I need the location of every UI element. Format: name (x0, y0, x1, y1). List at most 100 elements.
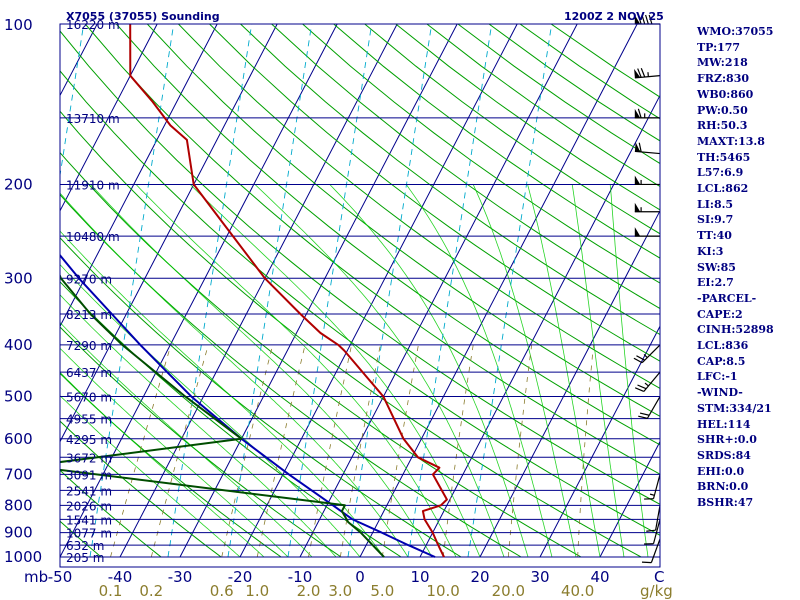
temperature-tick-label: -50 (48, 568, 73, 586)
wind-barb-shaft (641, 344, 661, 364)
height-label: 632 m (66, 539, 104, 553)
pressure-unit-label: mb (24, 568, 48, 586)
temperature-tick-label: 10 (410, 568, 429, 586)
index-line: PW:0.50 (697, 103, 748, 117)
pressure-tick-label: 200 (4, 175, 33, 193)
wind-barb (644, 519, 661, 545)
mixing-ratio-label: 2.0 (297, 582, 321, 600)
index-line: SW:85 (697, 260, 736, 274)
temperature-tick-label: 40 (590, 568, 609, 586)
stability-index-panel: WMO:37055 TP:177 MW:218 FRZ:830 WB0:860 PW:0.… (697, 24, 800, 511)
wind-barb-pennant (634, 227, 641, 237)
height-label: 5670 m (66, 391, 112, 405)
index-line: SI:9.7 (697, 213, 734, 227)
pressure-tick-label: 100 (4, 16, 33, 34)
pressure-tick-label: 900 (4, 524, 33, 542)
wind-barb (644, 474, 661, 500)
wind-barb-flag (636, 355, 646, 361)
wind-barb (634, 371, 661, 393)
index-line: BSHR:47 (697, 496, 754, 510)
mixing-ratio-label: 0.1 (99, 582, 123, 600)
wind-barb-flag (639, 412, 650, 416)
wind-barb-flag (634, 387, 645, 393)
temperature-profile (129, 24, 448, 558)
mixing-ratio-label: 40.0 (561, 582, 594, 600)
temperature-tick-label: -30 (168, 568, 193, 586)
isotherm-line (599, 440, 660, 558)
index-line: RH:50.3 (697, 119, 748, 133)
isotherm-line (60, 24, 278, 443)
pressure-tick-label: 500 (4, 388, 33, 406)
index-line: HEL:114 (697, 417, 751, 431)
mixing-ratio-label: 10.0 (426, 582, 459, 600)
wind-barb-flag (638, 142, 642, 153)
index-line: CAPE:2 (697, 307, 743, 321)
wind-barb-flag (646, 529, 656, 532)
wind-barb-shaft (655, 505, 661, 531)
wind-barb-flag (637, 384, 647, 390)
wind-barb-shaft (652, 519, 661, 544)
temperature-tick-label: -40 (108, 568, 133, 586)
chart-title: X7055 (37055) Sounding (66, 10, 220, 23)
pressure-tick-label: 700 (4, 465, 33, 483)
height-label: 7290 m (66, 339, 112, 353)
index-line: KI:3 (697, 244, 724, 258)
index-line: TH:5465 (697, 150, 751, 164)
height-label: 1077 m (66, 527, 112, 541)
index-line: -PARCEL- (697, 291, 757, 305)
mixing-ratio-unit-label: g/kg (640, 582, 673, 600)
index-line: LI:8.5 (697, 197, 734, 211)
index-line: WMO:37055 (697, 25, 774, 38)
isotherm-line (60, 24, 218, 328)
isotherm-line (179, 24, 458, 558)
wind-barb-flag (641, 561, 652, 564)
index-line: CINH:52898 (697, 323, 774, 337)
index-line: FRZ:830 (697, 72, 750, 86)
temperature-tick-label: -10 (288, 568, 313, 586)
wind-barb-pennant (634, 142, 641, 152)
temperature-unit-label: C (654, 568, 664, 586)
height-label: 3672 m (66, 451, 112, 465)
mixing-ratio-label: 20.0 (492, 582, 525, 600)
wind-barb-shaft (634, 150, 661, 155)
index-line: EI:2.7 (697, 276, 734, 290)
plot-frame (59, 23, 661, 568)
wind-barb (646, 505, 661, 532)
pressure-tick-label: 800 (4, 496, 33, 514)
wind-barb-flag (637, 14, 642, 25)
temperature-tick-label: 30 (530, 568, 549, 586)
temperature-tick-label: 20 (470, 568, 489, 586)
wind-barb-half-flag (649, 493, 655, 496)
mixing-ratio-label: 3.0 (328, 582, 352, 600)
isotherm-line (239, 24, 518, 558)
height-label: 1541 m (66, 513, 112, 527)
pressure-tick-label: 300 (4, 269, 33, 287)
index-line: LCL:836 (697, 339, 749, 353)
index-line: STM:334/21 (697, 401, 772, 415)
mixing-ratio-label: 0.6 (210, 582, 234, 600)
height-label: 9270 m (66, 272, 112, 286)
index-line: SHR+:0.0 (697, 433, 757, 447)
wind-barb (634, 68, 661, 79)
mixing-ratio-label: 1.0 (245, 582, 269, 600)
isotherm-line (119, 24, 398, 558)
wind-barb (634, 202, 660, 213)
wind-barb-shaft (650, 538, 661, 563)
wind-barb-flag (648, 14, 653, 25)
wind-barb-pennant (634, 15, 641, 24)
pressure-tick-label: 1000 (4, 548, 42, 566)
wind-barb (633, 344, 661, 364)
height-label: 2026 m (66, 499, 112, 513)
index-line: TT:40 (697, 229, 732, 243)
index-line: BRN:0.0 (697, 480, 749, 494)
wind-barb-flag (637, 68, 642, 78)
wind-barb-shaft (652, 474, 661, 499)
wind-barb-shaft (643, 371, 661, 392)
wind-barb-half-flag (644, 382, 649, 387)
wind-barb-pennant (634, 68, 641, 78)
mixing-ratio-label: 0.2 (139, 582, 163, 600)
height-label: 11910 m (66, 178, 120, 192)
index-line: SRDS:84 (697, 448, 751, 462)
wind-barb (638, 396, 661, 419)
height-label: 10480 m (66, 230, 120, 244)
